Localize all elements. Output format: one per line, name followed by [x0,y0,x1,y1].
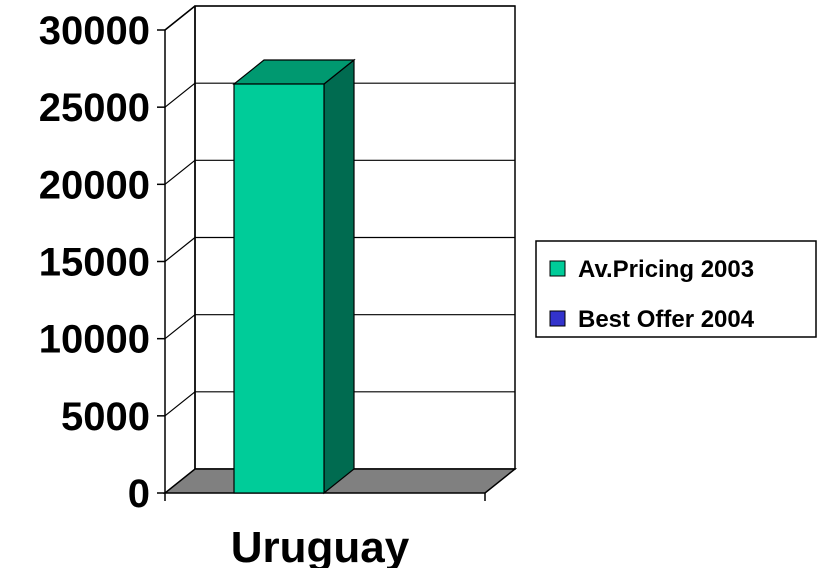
bar-av-pricing-2003 [233,83,325,494]
top-edge [164,5,196,31]
y-tick-label: 10000 [39,318,150,362]
y-tick-label: 25000 [39,86,150,130]
legend-label-best-offer-2004: Best Offer 2004 [578,306,755,333]
legend-swatch-av-pricing-2003 [549,260,566,277]
gridline-side [164,391,196,417]
y-tick-label: 5000 [61,395,150,439]
legend: Av.Pricing 2003 Best Offer 2004 [535,240,817,338]
bar-side-av-pricing-2003 [323,58,355,495]
y-tick-labels: 0 5000 10000 15000 20000 25000 30000 [39,9,150,516]
y-tick-label: 20000 [39,163,150,207]
bars [232,58,356,495]
gridline-side [164,237,196,262]
gridline-side [164,314,196,340]
legend-label-av-pricing-2003: Av.Pricing 2003 [578,256,754,283]
legend-swatch-best-offer-2004 [549,310,566,327]
y-tick-label: 0 [128,472,150,516]
y-tick-label: 30000 [39,9,150,53]
gridline-side [164,159,196,185]
y-tick-label: 15000 [39,241,150,285]
y-axis [157,5,196,494]
gridline-side [164,82,196,108]
x-category-label: Uruguay [231,523,410,568]
legend-box [535,240,817,338]
